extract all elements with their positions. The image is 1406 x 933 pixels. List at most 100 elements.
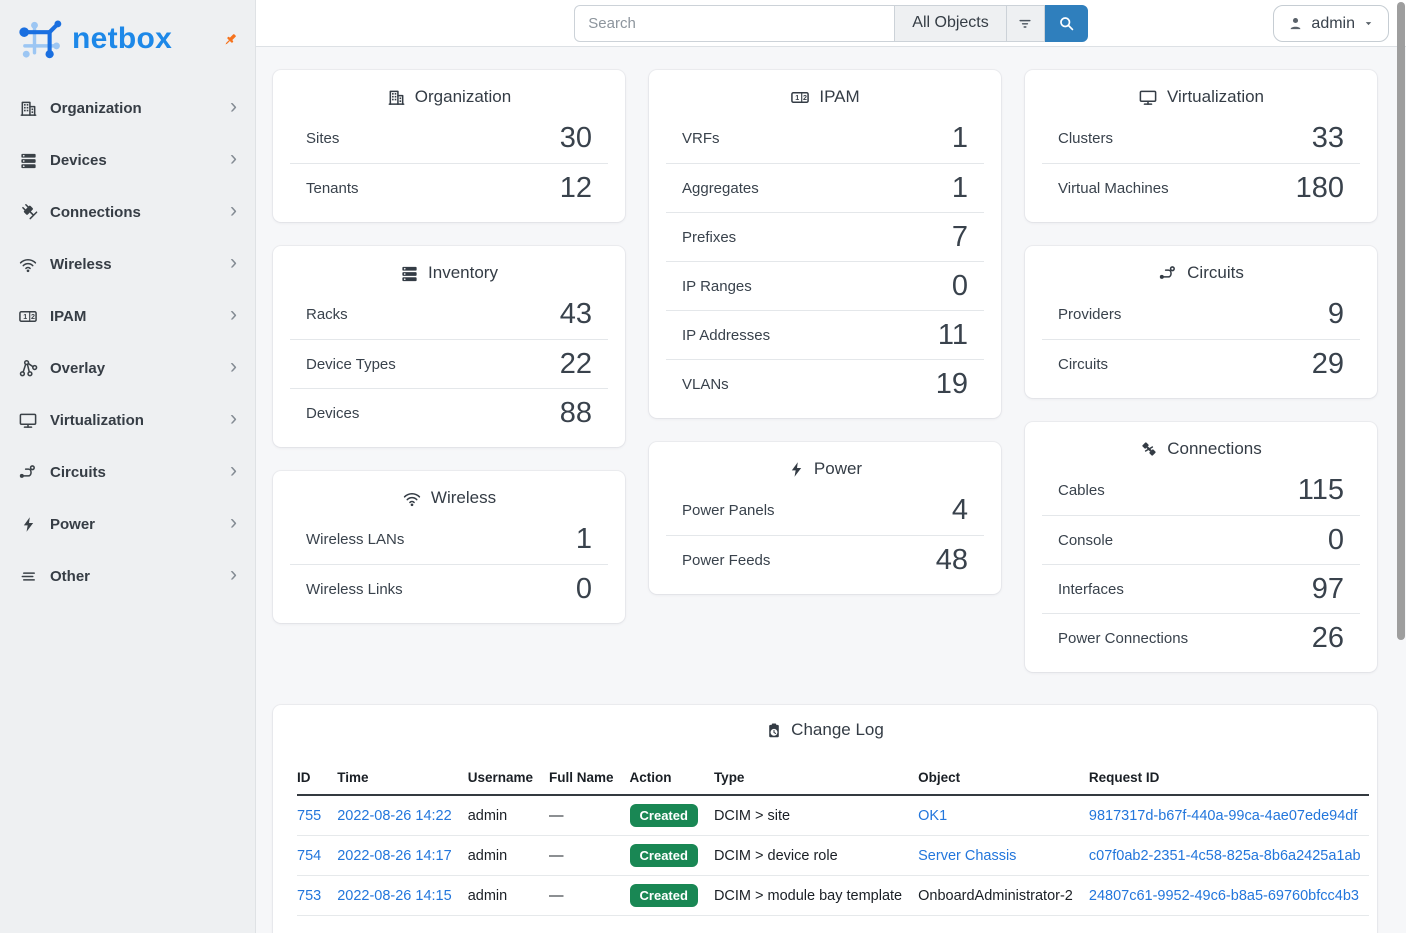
sidebar-item-ipam[interactable]: 1 2 IPAM › (0, 290, 255, 342)
change-id-link[interactable]: 754 (297, 847, 322, 864)
filter-button[interactable] (1006, 4, 1045, 42)
stat-value[interactable]: 0 (1327, 523, 1344, 556)
sidebar-item-connections[interactable]: Connections › (0, 186, 255, 238)
stat-value[interactable]: 33 (1311, 122, 1344, 154)
pin-sidebar-button[interactable] (220, 29, 241, 50)
action-badge: Created (629, 884, 698, 907)
search-input[interactable] (574, 4, 896, 42)
svg-text:2: 2 (803, 94, 807, 102)
stat-row: Interfaces 97 (1042, 564, 1360, 613)
search-button[interactable] (1044, 4, 1088, 42)
card-inventory: Inventory Racks 43 Device Types 22 Devices 88 (273, 246, 625, 447)
column-header: Request ID (1080, 761, 1369, 796)
sidebar-header: netbox (0, 0, 255, 74)
clipboard-clock-icon (766, 722, 782, 739)
chevron-right-icon: › (230, 199, 237, 222)
stat-value[interactable]: 30 (559, 122, 592, 154)
sidebar-item-label: Connections (50, 203, 141, 221)
scrollbar-thumb[interactable] (1397, 2, 1405, 640)
card-connections: Connections Cables 115 Console 0 Interfaces 97… (1025, 422, 1377, 672)
user-menu-button[interactable]: admin (1273, 5, 1389, 42)
request-id-link[interactable]: 24807c61-9952-49c6-b8a5-69760bfcc4b3 (1088, 887, 1359, 904)
column-header: Username (459, 761, 541, 796)
change-time-link[interactable]: 2022-08-26 14:22 (337, 807, 452, 824)
sidebar-item-devices[interactable]: Devices › (0, 134, 255, 186)
stat-label: Sites (306, 130, 340, 147)
change-fullname: — (541, 795, 622, 836)
stat-value[interactable]: 9 (1327, 298, 1344, 330)
stat-label: Wireless LANs (306, 531, 405, 548)
stat-value[interactable]: 26 (1311, 621, 1344, 654)
action-badge: Created (629, 804, 698, 827)
stat-value[interactable]: 29 (1311, 347, 1344, 380)
change-object-link[interactable]: Server Chassis (918, 847, 1017, 864)
stat-label: Aggregates (682, 179, 759, 197)
stat-label: Power Panels (682, 502, 775, 519)
menu-icon (16, 565, 40, 587)
stat-value[interactable]: 22 (559, 347, 592, 380)
netbox-logo[interactable]: netbox (18, 17, 172, 61)
stat-value[interactable]: 1 (951, 171, 968, 204)
stat-value[interactable]: 88 (559, 396, 592, 429)
sidebar-item-label: Devices (50, 151, 107, 169)
stat-value[interactable]: 0 (951, 269, 968, 302)
stat-value[interactable]: 0 (575, 572, 592, 605)
stat-value[interactable]: 4 (951, 494, 968, 526)
card-wireless: Wireless Wireless LANs 1 Wireless Links 0 (273, 471, 625, 623)
stat-value[interactable]: 1 (575, 523, 592, 555)
sidebar-item-circuits[interactable]: Circuits › (0, 446, 255, 498)
changelog-row: 755 2022-08-26 14:22 admin — Created DCIM > s… (297, 795, 1369, 836)
change-id-link[interactable]: 753 (297, 887, 322, 904)
change-time-link[interactable]: 2022-08-26 14:17 (337, 847, 452, 864)
changelog-card: Change Log ID Time Username Full Name Action… (273, 705, 1377, 933)
stat-label: Interfaces (1058, 580, 1124, 598)
stat-row: Device Types 22 (290, 339, 608, 388)
card-title-label: Organization (414, 87, 512, 106)
stat-row: Sites 30 (290, 114, 608, 163)
change-fullname: — (541, 875, 622, 916)
changelog-row: 754 2022-08-26 14:17 admin — Created DCIM > d… (297, 835, 1369, 876)
changelog-row: 753 2022-08-26 14:15 admin — Created DCIM > m… (297, 875, 1369, 916)
stat-label: IP Ranges (682, 277, 752, 295)
stat-value[interactable]: 19 (935, 367, 968, 400)
topbar: All Objects (256, 0, 1406, 47)
server-icon (16, 149, 40, 171)
sidebar-item-virtualization[interactable]: Virtualization › (0, 394, 255, 446)
change-id-link[interactable]: 755 (297, 807, 322, 824)
change-time-link[interactable]: 2022-08-26 14:15 (337, 887, 452, 904)
stat-label: IP Addresses (682, 326, 771, 344)
stat-value[interactable]: 180 (1295, 171, 1344, 204)
change-username: admin (459, 835, 541, 876)
stat-row: Circuits 29 (1042, 339, 1360, 388)
card-title-organization: Organization (273, 70, 625, 114)
sidebar-item-wireless[interactable]: Wireless › (0, 238, 255, 290)
stat-value[interactable]: 11 (937, 318, 968, 351)
sidebar-item-label: Wireless (50, 255, 112, 273)
changelog-title-label: Change Log (791, 720, 884, 739)
stat-value[interactable]: 115 (1297, 474, 1344, 506)
stat-value[interactable]: 97 (1311, 572, 1344, 605)
stat-value[interactable]: 12 (559, 171, 592, 204)
sidebar-item-organization[interactable]: Organization › (0, 82, 255, 134)
object-type-select[interactable]: All Objects (895, 4, 1007, 42)
stat-value[interactable]: 1 (951, 122, 968, 154)
card-title-label: Circuits (1187, 263, 1244, 282)
column-header: ID (297, 761, 330, 796)
request-id-link[interactable]: 9817317d-b67f-440a-99ca-4ae07ede94df (1088, 807, 1358, 824)
stat-label: Power Connections (1058, 629, 1189, 647)
pin-icon (222, 31, 239, 48)
stat-value[interactable]: 7 (951, 220, 968, 253)
change-object-link[interactable]: OK1 (918, 807, 948, 824)
stat-row: VLANs 19 (666, 359, 984, 408)
netbox-logo-text: netbox (72, 22, 173, 55)
card-title-connections: Connections (1025, 422, 1377, 466)
netbox-logo-icon (18, 17, 62, 61)
sidebar-item-overlay[interactable]: Overlay › (0, 342, 255, 394)
request-id-link[interactable]: c07f0ab2-2351-4c58-825a-8b6a2425a1ab (1088, 847, 1361, 864)
sidebar-item-other[interactable]: Other › (0, 550, 255, 602)
stat-value[interactable]: 48 (935, 543, 968, 576)
sidebar-item-power[interactable]: Power › (0, 498, 255, 550)
stat-row: Tenants 12 (290, 163, 608, 212)
stat-value[interactable]: 43 (559, 298, 592, 330)
dashboard-grid: Organization Sites 30 Tenants 12 Inventory Rac… (273, 70, 1406, 672)
